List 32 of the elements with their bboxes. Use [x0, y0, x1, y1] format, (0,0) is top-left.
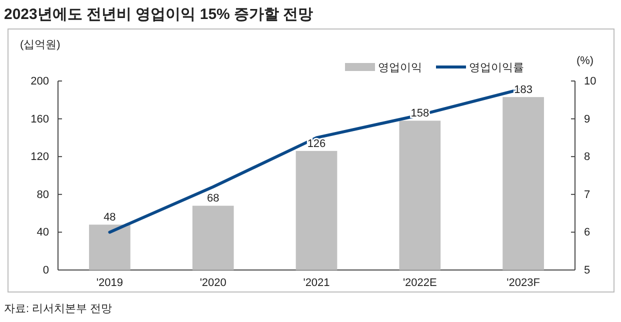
y-tick-label: 200 [30, 76, 49, 88]
y-tick-label: 120 [30, 151, 49, 164]
y2-tick-label: 5 [584, 264, 590, 277]
legend-label: 영업이익 [378, 62, 422, 74]
bar [296, 150, 338, 270]
x-tick-label: '2023F [506, 276, 540, 289]
text: 자료: 리서치본부 전망 [4, 303, 112, 315]
y2-tick-label: 7 [584, 188, 590, 201]
data-label: 48 [104, 212, 116, 224]
x-tick-label: '2020 [200, 276, 226, 289]
y-tick-label: 40 [36, 226, 49, 239]
data-label: 68 [206, 192, 220, 205]
y2-tick-label: 10 [584, 76, 596, 88]
x-tick-label: '2019 [96, 276, 123, 289]
bar [89, 224, 130, 270]
y-tick-label: 0 [42, 264, 49, 277]
data-label: 183 [514, 84, 532, 96]
y2-axis-title: (%) [576, 55, 594, 67]
y-axis-title: (십억원) [20, 39, 60, 51]
bar [192, 206, 234, 270]
legend-label: 영업이익률 [469, 62, 524, 74]
data-label: 126 [307, 138, 326, 150]
x-tick-label: '2021 [303, 276, 330, 289]
y-tick-label: 80 [36, 188, 49, 201]
x-tick-label: '2022E [402, 276, 437, 289]
chart-title: 2023년에도 전년비 영업이익 15% 증가할 전망 [4, 6, 314, 23]
bar [502, 97, 544, 270]
y2-tick-label: 8 [584, 151, 590, 164]
y2-tick-label: 9 [584, 113, 590, 126]
bar [399, 120, 441, 270]
y-tick-label: 160 [30, 113, 49, 126]
y2-tick-label: 6 [584, 226, 590, 239]
